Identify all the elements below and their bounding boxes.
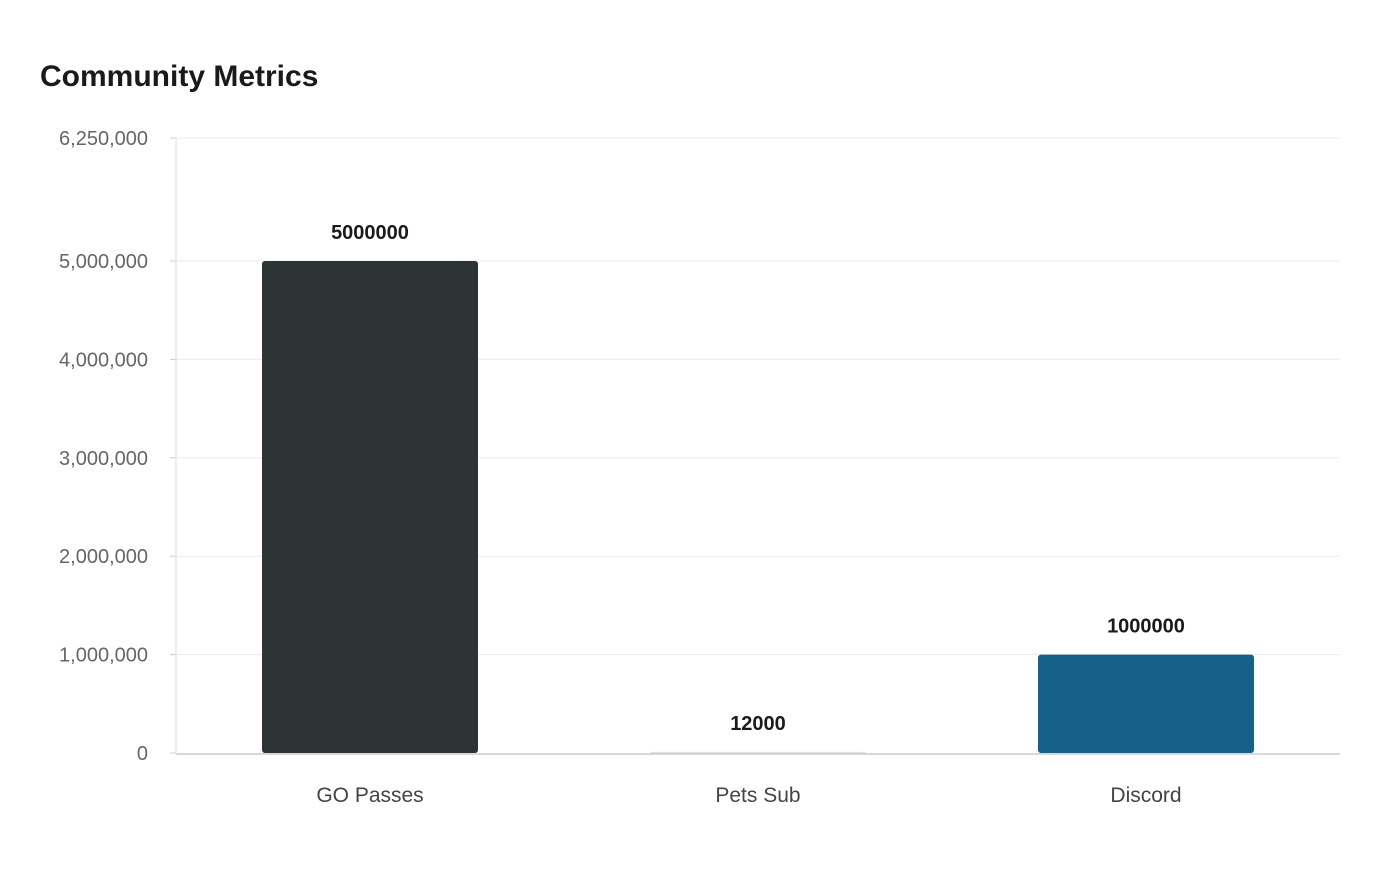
- y-tick-label: 5,000,000: [59, 251, 148, 273]
- y-tick-label: 1,000,000: [59, 645, 148, 667]
- y-tick-label: 6,250,000: [59, 128, 148, 150]
- y-tick-label: 4,000,000: [59, 349, 148, 371]
- x-tick-label: GO Passes: [316, 784, 423, 807]
- bar-go-passes: [262, 261, 478, 753]
- y-tick-label: 0: [137, 743, 148, 765]
- y-tick-label: 3,000,000: [59, 448, 148, 470]
- x-tick-label: Discord: [1110, 784, 1181, 807]
- data-label: 12000: [730, 713, 786, 735]
- y-tick-label: 2,000,000: [59, 546, 148, 568]
- bar-discord: [1038, 654, 1254, 753]
- data-label: 5000000: [331, 222, 409, 244]
- x-tick-label: Pets Sub: [715, 784, 800, 807]
- data-label: 1000000: [1107, 616, 1185, 638]
- chart-title: Community Metrics: [40, 60, 319, 93]
